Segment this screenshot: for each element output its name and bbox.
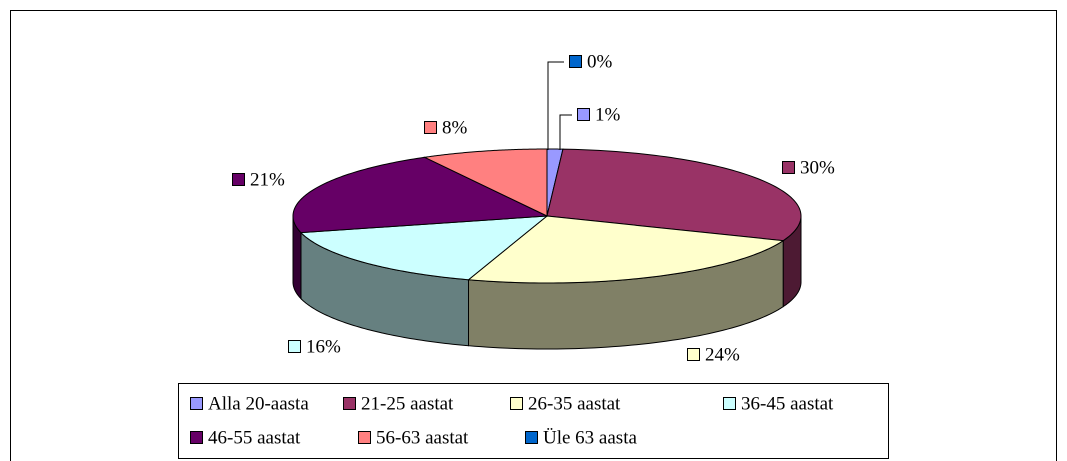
data-label: 16% <box>306 336 341 357</box>
label-swatch <box>424 121 437 134</box>
legend-label: 46-55 aastat <box>208 427 301 448</box>
label-swatch <box>288 340 301 353</box>
legend-label: 56-63 aastat <box>376 427 469 448</box>
legend-swatch <box>723 397 736 410</box>
data-label: 8% <box>442 117 468 138</box>
leader-line <box>547 61 564 150</box>
legend-label: 21-25 aastat <box>361 393 454 414</box>
label-swatch <box>782 161 795 174</box>
legend-label: Alla 20-aasta <box>208 393 309 414</box>
pie-slice <box>546 148 802 242</box>
legend-swatch <box>343 397 356 410</box>
data-label: 30% <box>800 157 835 178</box>
data-label: 1% <box>595 104 621 125</box>
legend-swatch <box>525 431 538 444</box>
leader-line <box>559 114 572 150</box>
label-swatch <box>577 108 590 121</box>
label-swatch <box>569 55 582 68</box>
label-swatch <box>687 348 700 361</box>
legend-box <box>178 383 889 459</box>
pie-slice <box>299 215 549 281</box>
data-label: 24% <box>705 344 740 365</box>
legend-swatch <box>510 397 523 410</box>
label-swatch <box>232 173 245 186</box>
pie-slice <box>292 156 549 234</box>
data-label: 21% <box>250 169 285 190</box>
legend-swatch <box>358 431 371 444</box>
legend-label: 26-35 aastat <box>528 393 621 414</box>
data-label: 0% <box>587 51 613 72</box>
legend-swatch <box>190 431 203 444</box>
legend-swatch <box>190 397 203 410</box>
legend-label: 36-45 aastat <box>741 393 834 414</box>
pie-slice <box>467 215 785 284</box>
pie-slice <box>422 148 548 217</box>
legend-label: Üle 63 aasta <box>543 427 637 448</box>
